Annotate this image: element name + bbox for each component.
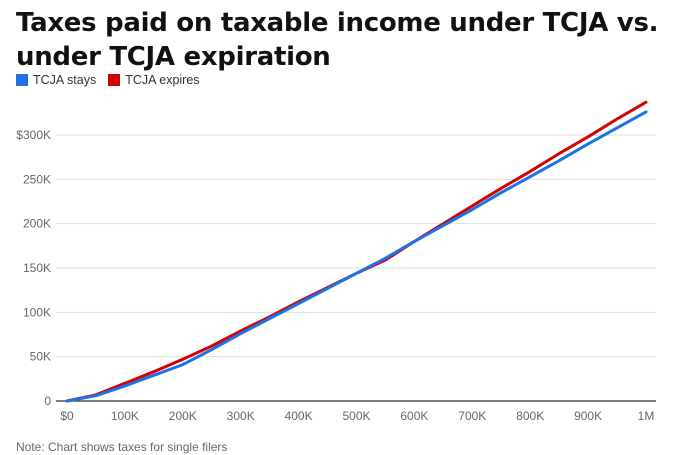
line-chart: 0 50K 100K 150K 200K 250K $300K $0 100K 200K 300K… — [16, 100, 656, 423]
x-tick-label-100k: 100K — [111, 409, 139, 423]
x-tick-label-900k: 900K — [574, 409, 602, 423]
y-tick-label-50k: 50K — [30, 350, 51, 364]
x-tick-label-600k: 600K — [400, 409, 428, 423]
legend-item-tcja-stays[interactable]: TCJA stays — [16, 73, 96, 87]
y-tick-label-200k: 200K — [23, 217, 51, 231]
legend-label-tcja-stays: TCJA stays — [33, 73, 97, 87]
x-tick-label-0: $0 — [60, 409, 74, 423]
x-tick-label-200k: 200K — [169, 409, 197, 423]
x-tick-label-300k: 300K — [227, 409, 255, 423]
legend-item-tcja-expires[interactable]: TCJA expires — [108, 73, 200, 87]
chart-note: Note: Chart shows taxes for single filer… — [16, 440, 228, 454]
x-tick-label-400k: 400K — [285, 409, 313, 423]
y-tick-label-150k: 150K — [23, 261, 51, 275]
x-tick-label-700k: 700K — [458, 409, 486, 423]
chart-title: Taxes paid on taxable income under TCJA … — [16, 8, 659, 72]
chart-legend: TCJA stays TCJA expires — [16, 73, 200, 87]
y-axis-ticks: 0 50K 100K 150K 200K 250K $300K — [16, 128, 51, 408]
y-tick-label-100k: 100K — [23, 305, 51, 319]
x-tick-label-800k: 800K — [516, 409, 544, 423]
y-tick-label-300k: $300K — [16, 128, 51, 142]
series-lines — [65, 100, 648, 403]
x-tick-label-1m: 1M — [638, 409, 655, 423]
gridlines — [56, 134, 656, 402]
legend-label-tcja-expires: TCJA expires — [125, 73, 200, 87]
legend-swatch-tcja-expires — [108, 74, 121, 86]
y-tick-label-0: 0 — [44, 394, 51, 408]
legend-swatch-tcja-stays — [16, 74, 28, 86]
x-axis-ticks: $0 100K 200K 300K 400K 500K 600K 700K 800K 900K 1M — [60, 409, 654, 423]
y-tick-label-250k: 250K — [23, 172, 51, 186]
x-tick-label-500k: 500K — [342, 409, 370, 423]
series-line-tcja-stays[interactable] — [65, 110, 648, 403]
